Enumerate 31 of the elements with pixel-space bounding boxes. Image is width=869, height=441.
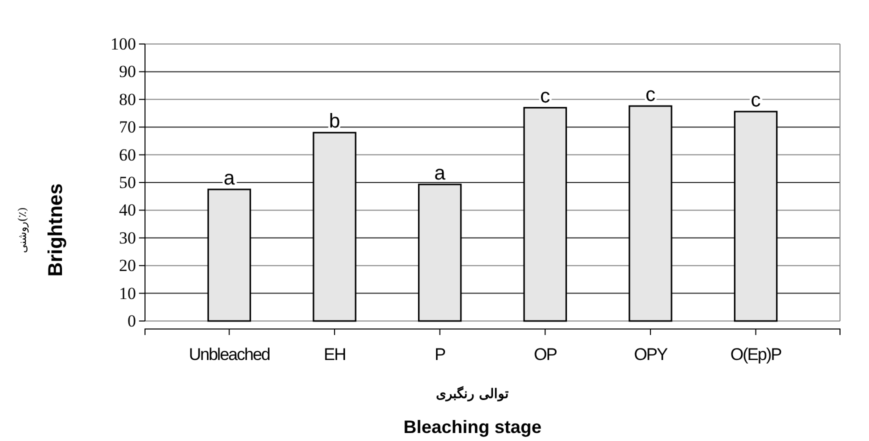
annotation: c	[750, 90, 761, 112]
y-tick-label: 10	[119, 284, 136, 303]
y-tick-label: 100	[110, 34, 136, 54]
y-tick-label: 0	[128, 311, 136, 330]
x-axis-title: Bleaching stage	[403, 417, 542, 437]
y-tick-label: 80	[119, 90, 136, 109]
annotation: c	[540, 86, 550, 108]
x-tick-label: O(Ep)P	[730, 345, 782, 364]
y-tick-label: 70	[119, 118, 136, 137]
bar	[628, 105, 672, 322]
y-axis-title: Brightnes	[45, 183, 67, 277]
text: روشنی(٪)	[16, 207, 29, 253]
bar	[734, 110, 778, 322]
x-tick-label: P	[434, 345, 446, 364]
y-tick-label: 60	[119, 145, 136, 164]
bar	[312, 132, 356, 322]
x-tick-label: Unbleached	[188, 345, 270, 364]
annotation: c	[645, 84, 656, 106]
y-tick-label: 90	[119, 62, 136, 82]
y-tick-label: 50	[119, 172, 136, 192]
text: توالی رنگبری	[436, 385, 509, 402]
bar	[207, 188, 252, 322]
x-tick-label: OP	[534, 345, 558, 364]
x-tick-label: EH	[324, 345, 346, 364]
y-tick-label: 40	[119, 200, 136, 220]
x-tick-label: OPY	[634, 345, 668, 364]
y-tick-label: 30	[119, 228, 136, 248]
bar	[418, 184, 462, 322]
y-tick-label: 20	[119, 256, 136, 276]
bar	[523, 106, 567, 322]
annotation: a	[434, 162, 446, 184]
